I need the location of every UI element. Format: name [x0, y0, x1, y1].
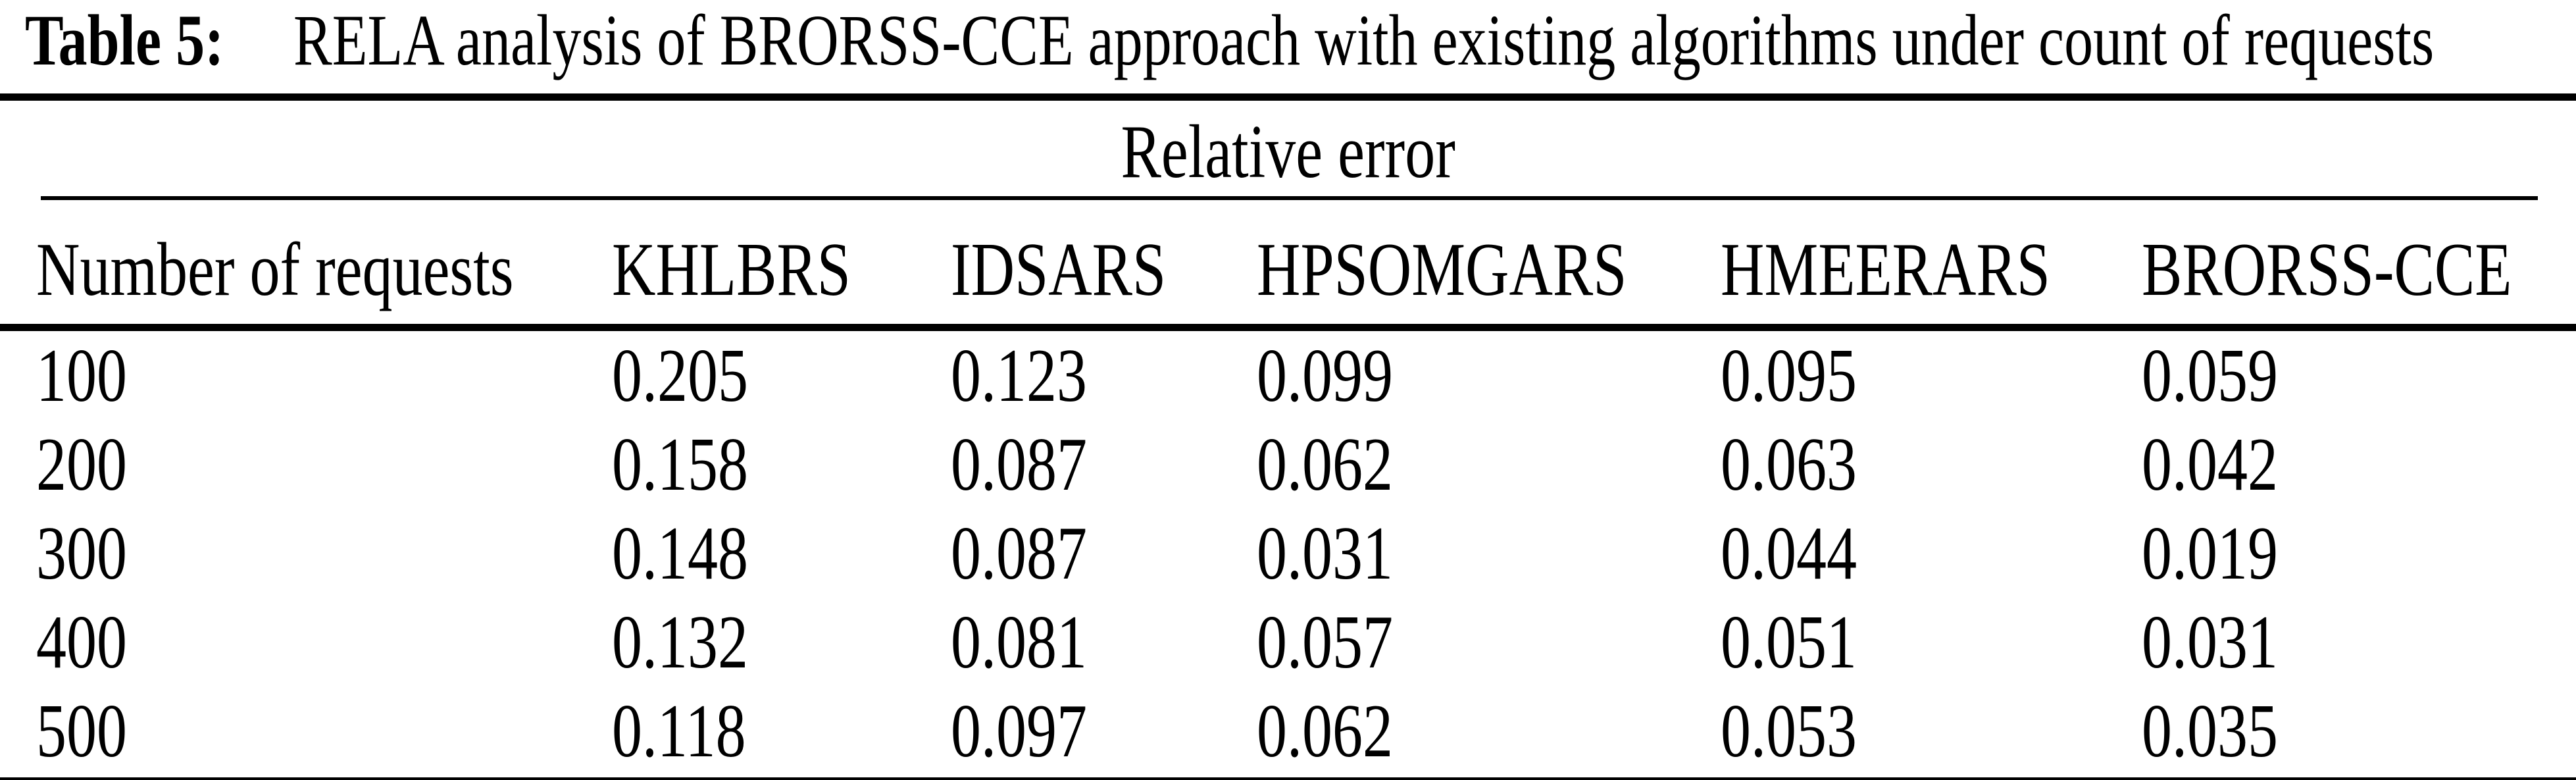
group-header-row: Relative error [0, 101, 2576, 196]
cell-value: 0.031 [1257, 511, 1393, 595]
cell-value: 0.031 [2142, 600, 2278, 684]
cell-value: 0.062 [1257, 689, 1393, 773]
table-bottom-rule [0, 777, 2576, 780]
table-row: 100 0.205 0.123 0.099 0.095 0.059 [0, 328, 2576, 421]
table-caption: Table 5: RELA analysis of BRORSS-CCE appr… [0, 0, 2576, 76]
cell-value: 0.063 [1721, 422, 1857, 506]
column-header-number-of-requests: Number of requests [0, 200, 612, 331]
table-cell: 0.123 [951, 328, 1257, 421]
cell-value: 0.099 [1257, 333, 1393, 417]
cell-value: 0.095 [1721, 333, 1857, 417]
table-top-rule [0, 93, 2576, 101]
table-cell: 0.035 [2142, 687, 2576, 775]
cell-value: 0.059 [2142, 333, 2278, 417]
column-header-label: KHLBRS [612, 228, 851, 311]
table-cell: 0.087 [951, 420, 1257, 509]
cell-value: 300 [36, 511, 127, 595]
table-cell: 0.087 [951, 509, 1257, 598]
table-row: 500 0.118 0.097 0.062 0.053 0.035 [0, 687, 2576, 775]
cell-value: 0.051 [1721, 600, 1857, 684]
column-header-hmeerars: HMEERARS [1721, 200, 2142, 331]
table-cell: 0.031 [1257, 509, 1721, 598]
table-cell: 0.148 [612, 509, 951, 598]
cell-value: 0.148 [612, 511, 748, 595]
column-header-hpsomgars: HPSOMGARS [1257, 200, 1721, 331]
group-header-rule [41, 196, 2538, 200]
table-row: 400 0.132 0.081 0.057 0.051 0.031 [0, 598, 2576, 687]
table-cell: 0.062 [1257, 687, 1721, 775]
column-header-label: HMEERARS [1721, 228, 2050, 311]
column-header-label: IDSARS [951, 228, 1167, 311]
group-header-label: Relative error [1121, 110, 1455, 194]
table-row: 300 0.148 0.087 0.031 0.044 0.019 [0, 509, 2576, 598]
row-header: 200 [0, 420, 612, 509]
cell-value: 500 [36, 689, 127, 773]
table-cell: 0.081 [951, 598, 1257, 687]
cell-value: 0.053 [1721, 689, 1857, 773]
column-header-khlbrs: KHLBRS [612, 200, 951, 331]
column-header-label: Number of requests [36, 228, 514, 311]
cell-value: 0.081 [951, 600, 1087, 684]
table-cell: 0.051 [1721, 598, 2142, 687]
table-cell: 0.031 [2142, 598, 2576, 687]
table-cell: 0.097 [951, 687, 1257, 775]
table-cell: 0.118 [612, 687, 951, 775]
cell-value: 0.019 [2142, 511, 2278, 595]
row-header: 400 [0, 598, 612, 687]
cell-value: 0.097 [951, 689, 1087, 773]
table-cell: 0.053 [1721, 687, 2142, 775]
cell-value: 0.087 [951, 511, 1087, 595]
cell-value: 0.042 [2142, 422, 2278, 506]
data-table: Number of requests KHLBRS IDSARS HPSOMGA… [0, 200, 2576, 775]
cell-value: 0.132 [612, 600, 748, 684]
row-header: 500 [0, 687, 612, 775]
column-header-label: HPSOMGARS [1257, 228, 1627, 311]
cell-value: 0.123 [951, 333, 1087, 417]
cell-value: 0.118 [612, 689, 746, 773]
table-cell: 0.044 [1721, 509, 2142, 598]
cell-value: 100 [36, 333, 127, 417]
table-cell: 0.158 [612, 420, 951, 509]
cell-value: 0.087 [951, 422, 1087, 506]
table-cell: 0.099 [1257, 328, 1721, 421]
column-header-idsars: IDSARS [951, 200, 1257, 331]
cell-value: 0.044 [1721, 511, 1857, 595]
cell-value: 0.158 [612, 422, 748, 506]
header-row: Number of requests KHLBRS IDSARS HPSOMGA… [0, 200, 2576, 331]
cell-value: 400 [36, 600, 127, 684]
cell-value: 0.062 [1257, 422, 1393, 506]
column-header-label: BRORSS-CCE [2142, 228, 2512, 311]
table-cell: 0.059 [2142, 328, 2576, 421]
row-header: 300 [0, 509, 612, 598]
table-cell: 0.095 [1721, 328, 2142, 421]
table-cell: 0.057 [1257, 598, 1721, 687]
table-caption-label: Table 5: [25, 0, 224, 80]
table-cell: 0.042 [2142, 420, 2576, 509]
table-cell: 0.062 [1257, 420, 1721, 509]
table-cell: 0.205 [612, 328, 951, 421]
cell-value: 0.205 [612, 333, 748, 417]
table-cell: 0.132 [612, 598, 951, 687]
row-header: 100 [0, 328, 612, 421]
table-caption-text: RELA analysis of BRORSS-CCE approach wit… [293, 0, 2435, 80]
column-header-brorss-cce: BRORSS-CCE [2142, 200, 2576, 331]
cell-value: 200 [36, 422, 127, 506]
table-cell: 0.063 [1721, 420, 2142, 509]
cell-value: 0.057 [1257, 600, 1393, 684]
table-row: 200 0.158 0.087 0.062 0.063 0.042 [0, 420, 2576, 509]
cell-value: 0.035 [2142, 689, 2278, 773]
table-cell: 0.019 [2142, 509, 2576, 598]
